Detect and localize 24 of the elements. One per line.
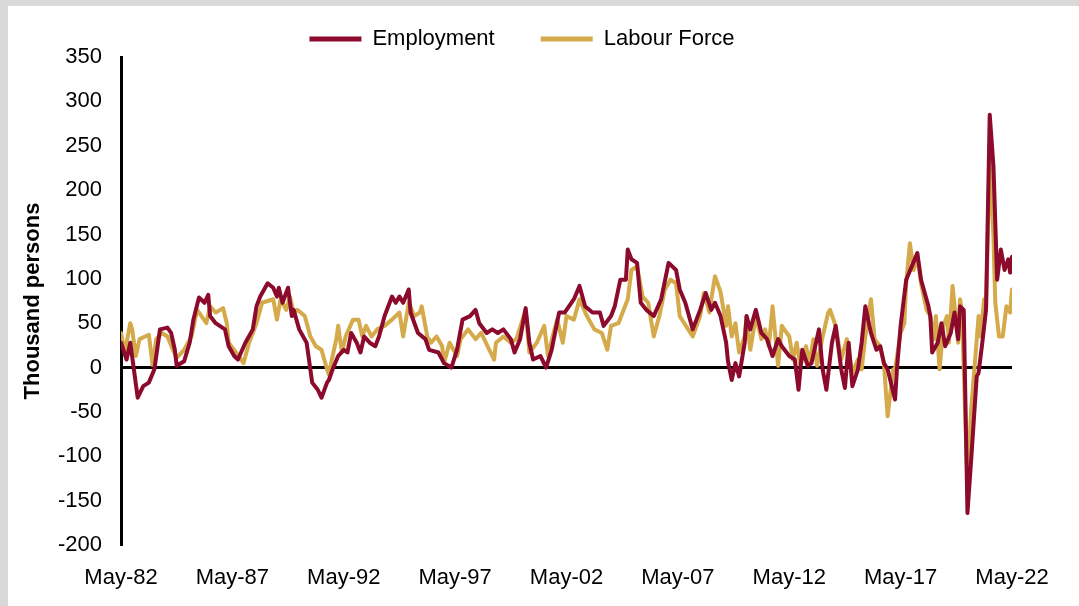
y-axis-title: Thousand persons (19, 202, 45, 400)
x-tick-label: May-92 (307, 564, 381, 590)
y-tick-label: 300 (65, 87, 102, 113)
y-tick-label: 150 (65, 220, 102, 246)
x-tick-label: May-07 (641, 564, 715, 590)
y-tick-label: -200 (57, 531, 102, 557)
y-tick-label: 200 (65, 176, 102, 202)
x-tick-label: May-02 (529, 564, 604, 590)
y-tick-label: 100 (65, 264, 102, 290)
y-tick-label: -100 (57, 442, 102, 468)
x-tick-label: May-97 (418, 564, 492, 590)
x-tick-label: May-87 (195, 564, 270, 590)
legend-label: Labour Force (603, 25, 735, 51)
y-tick-label: -50 (70, 397, 102, 423)
y-tick-label: -150 (57, 486, 102, 512)
y-tick-label: 250 (65, 131, 102, 157)
y-tick-label: 350 (65, 43, 102, 69)
legend-label: Employment (372, 25, 495, 51)
y-tick-label: 50 (77, 309, 102, 335)
y-tick-label: 0 (89, 353, 102, 379)
x-tick-label: May-22 (975, 564, 1049, 590)
x-tick-label: May-17 (863, 564, 938, 590)
x-tick-label: May-12 (752, 564, 826, 590)
x-tick-label: May-82 (84, 564, 158, 590)
